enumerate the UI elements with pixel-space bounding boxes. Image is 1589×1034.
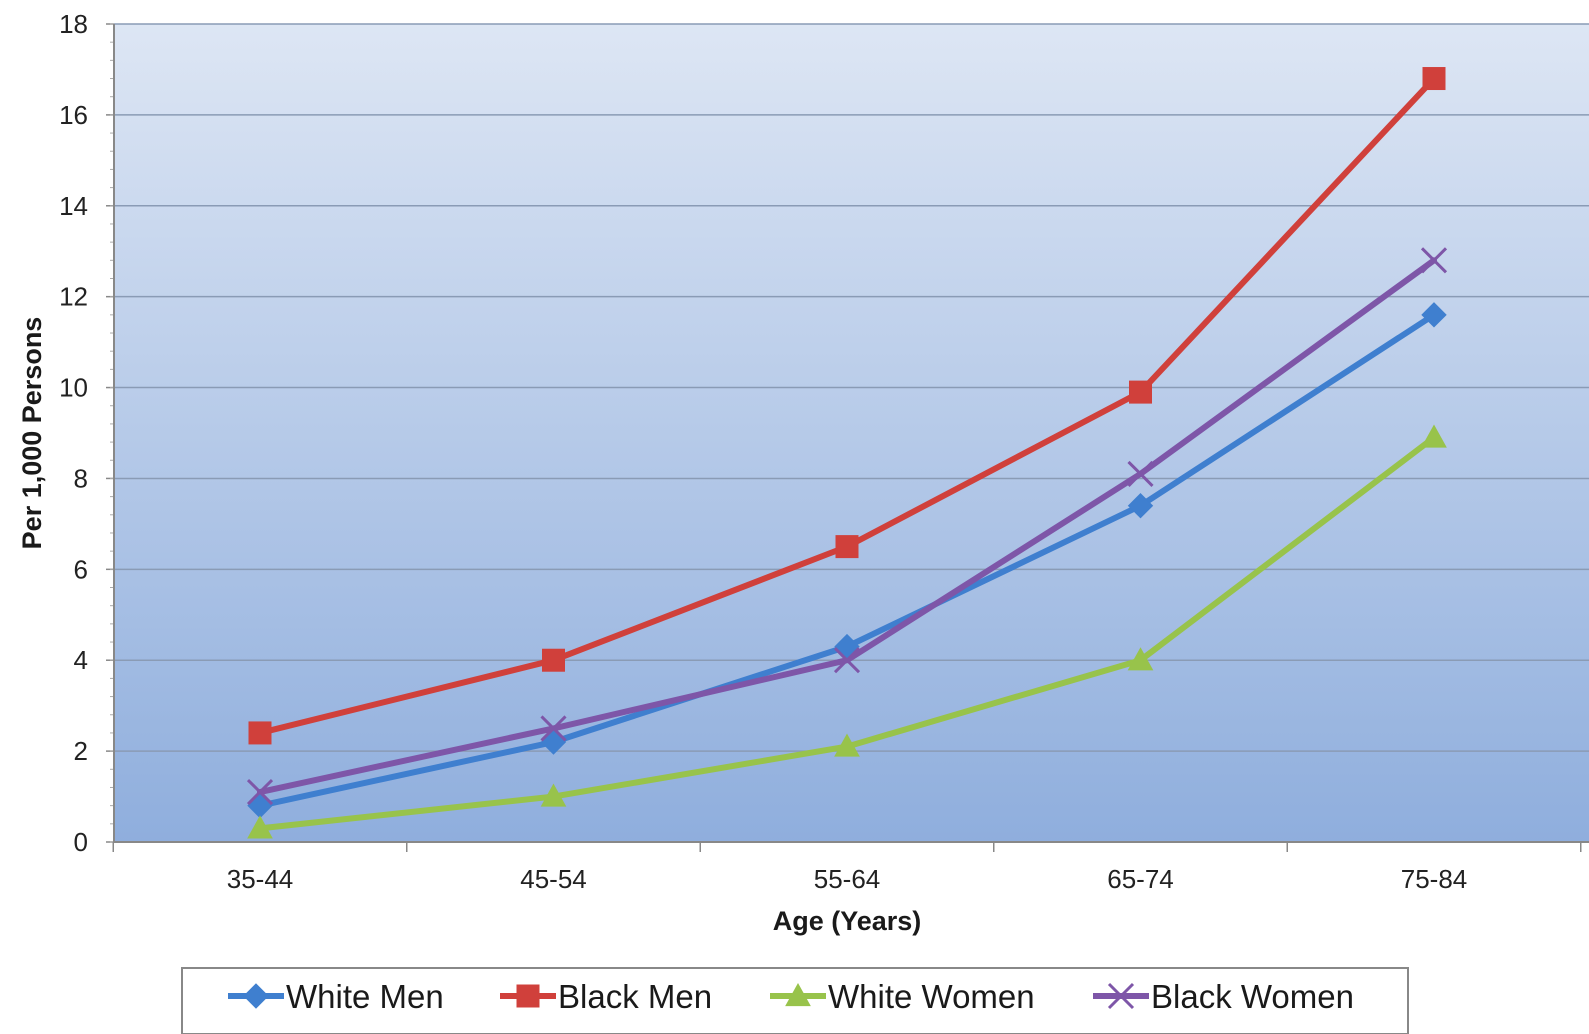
x-tick-label: 65-74 [1107,864,1174,894]
marker-stroke [833,647,861,674]
y-tick-label: 2 [74,736,88,766]
x-tick-label: 35-44 [227,864,294,894]
data-point-black-women [1127,460,1154,487]
marker-stroke [540,715,567,742]
y-tick-label: 12 [59,282,88,312]
legend-label: Black Men [558,978,712,1015]
x-axis-title: Age (Years) [773,906,922,936]
legend-label: Black Women [1151,978,1354,1015]
data-point-white-women [1127,647,1154,671]
legend-swatch-marker [243,983,269,1009]
y-axis-title: Per 1,000 Persons [17,317,47,550]
data-point-white-women [540,783,567,807]
legend-item-black-women: Black Women [1093,978,1354,1015]
y-tick-label: 14 [59,191,88,221]
data-point-black-women [246,778,274,806]
y-tick-label: 16 [59,100,88,130]
data-point-black-men [248,721,272,745]
marker-stroke [1107,982,1135,1010]
data-point-white-men [1127,493,1154,519]
data-point-black-women [540,715,567,742]
data-point-black-men [835,535,859,559]
legend-swatch-marker [785,982,811,1007]
data-point-white-women [834,733,860,757]
legend-label: White Men [286,978,444,1015]
legend-swatch-marker [516,984,540,1008]
data-point-black-men [542,648,565,672]
data-point-white-men [1421,302,1447,328]
legend-item-white-men: White Men [228,978,444,1015]
marker-stroke [246,778,274,806]
y-tick-label: 4 [74,645,88,675]
data-point-black-men [1422,67,1446,91]
y-tick-label: 6 [74,554,88,584]
x-tick-label: 45-54 [520,864,587,894]
data-point-white-women [1421,424,1447,448]
legend-item-black-men: Black Men [500,978,712,1015]
legend-item-white-women: White Women [770,978,1035,1015]
legend-label: White Women [828,978,1035,1015]
data-point-black-women [833,647,861,674]
marker-stroke [1420,247,1448,274]
y-tick-label: 0 [74,827,88,857]
legend-swatch-marker [1107,982,1135,1010]
legend: White Men Black Men White Women Black Women [181,967,1409,1034]
y-tick-label: 10 [59,373,88,403]
data-point-black-women [1420,247,1448,274]
y-tick-label: 18 [59,9,88,39]
data-point-white-women [247,815,273,839]
x-tick-label: 55-64 [814,864,881,894]
data-point-black-men [1129,380,1152,404]
x-tick-label: 75-84 [1401,864,1468,894]
marker-stroke [1127,460,1154,487]
y-tick-label: 8 [74,463,88,493]
